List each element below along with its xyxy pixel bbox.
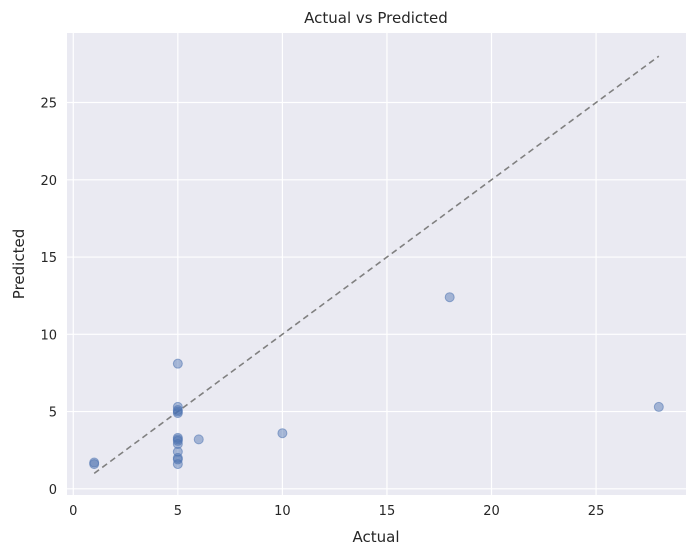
y-tick-label: 20 xyxy=(40,174,57,189)
x-tick-label: 10 xyxy=(274,504,291,519)
reference-line xyxy=(93,55,660,475)
data-point xyxy=(172,358,183,369)
y-tick-label: 0 xyxy=(49,483,57,498)
y-axis-label: Predicted xyxy=(10,229,28,299)
data-point xyxy=(444,292,455,303)
data-point xyxy=(653,401,664,412)
x-tick-label: 5 xyxy=(174,504,182,519)
x-tick-label: 15 xyxy=(379,504,396,519)
x-tick-labels: 0 5 10 15 20 25 xyxy=(69,504,604,519)
x-tick-label: 25 xyxy=(588,504,605,519)
y-tick-label: 25 xyxy=(40,97,57,112)
y-tick-labels: 0 5 10 15 20 25 xyxy=(40,97,57,498)
y-tick-label: 5 xyxy=(49,406,57,421)
data-point xyxy=(193,434,204,445)
y-tick-label: 15 xyxy=(40,251,57,266)
data-point xyxy=(89,457,100,468)
data-point xyxy=(172,459,183,470)
chart-title: Actual vs Predicted xyxy=(304,9,448,27)
x-tick-label: 20 xyxy=(483,504,500,519)
x-axis-label: Actual xyxy=(353,528,400,546)
data-points xyxy=(89,292,664,470)
data-point xyxy=(172,439,183,450)
data-point xyxy=(172,408,183,419)
data-point xyxy=(277,428,288,439)
data-point xyxy=(172,435,183,446)
y-tick-label: 10 xyxy=(40,328,57,343)
grid-lines xyxy=(67,33,686,495)
x-tick-label: 0 xyxy=(69,504,77,519)
